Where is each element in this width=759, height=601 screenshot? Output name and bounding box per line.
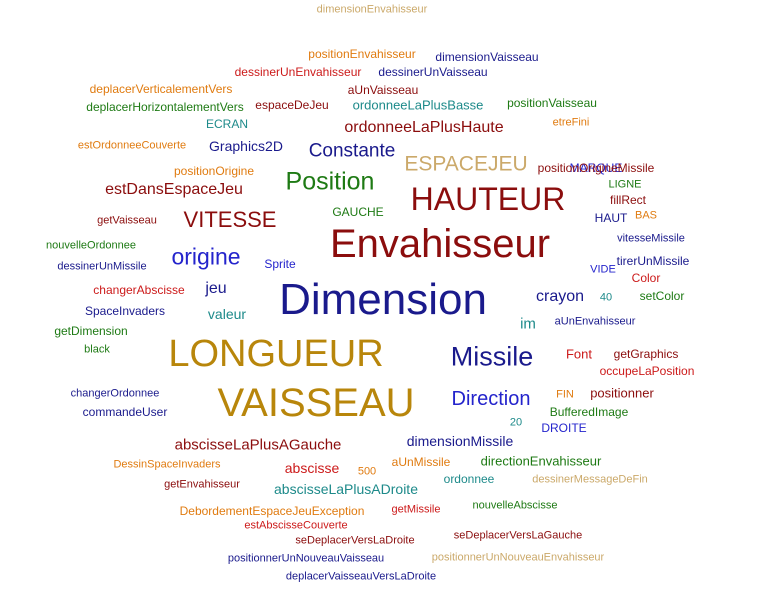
word-gauche: GAUCHE <box>332 205 384 219</box>
word-dessinermessagedefin: dessinerMessageDeFin <box>532 473 648 486</box>
word-etrefini: etreFini <box>552 116 590 129</box>
word-ligne: LIGNE <box>608 178 642 191</box>
word-changerordonnee: changerOrdonnee <box>70 387 160 400</box>
word-constante: Constante <box>308 140 396 162</box>
word-longueur: LONGUEUR <box>168 333 384 375</box>
word-deplacerverticalementvers: deplacerVerticalementVers <box>89 82 233 96</box>
word-position: Position <box>285 167 375 196</box>
word-vitesse: VITESSE <box>183 207 277 232</box>
word-envahisseur: Envahisseur <box>329 222 551 266</box>
word-dessinspaceinvaders: DessinSpaceInvaders <box>113 458 221 471</box>
word-nouvelleordonnee: nouvelleOrdonnee <box>46 239 136 252</box>
word-estordonneecouverte: estOrdonneeCouverte <box>77 139 187 152</box>
word-sprite: Sprite <box>264 257 296 271</box>
word-font: Font <box>565 346 593 362</box>
word-aunvaisseau: aUnVaisseau <box>347 83 419 97</box>
word-jeu: jeu <box>205 280 227 297</box>
word-vide: VIDE <box>590 263 616 276</box>
word-fillrect: fillRect <box>609 193 647 207</box>
word-dimensionvaisseau: dimensionVaisseau <box>435 50 539 64</box>
word-bufferedimage: BufferedImage <box>549 405 629 419</box>
word-ecran: ECRAN <box>205 117 249 131</box>
word-color: Color <box>631 271 661 285</box>
word-espacedejeu: espaceDeJeu <box>255 98 329 112</box>
word-ordonneelaplusbasse: ordonneeLaPlusBasse <box>352 97 484 113</box>
word-marque: MARQUE <box>569 161 623 175</box>
word-estabscissecouverte: estAbscisseCouverte <box>244 519 348 532</box>
word-spaceinvaders: SpaceInvaders <box>84 304 166 318</box>
word-debordementespacejeuexception: DebordementEspaceJeuException <box>179 504 365 518</box>
word-ordonnee: ordonnee <box>443 472 495 486</box>
word-positionvaisseau: positionVaisseau <box>507 96 597 110</box>
word-positionnerunnouveauenvahisseur: positionnerUnNouveauEnvahisseur <box>431 551 605 564</box>
word-dessinerunvaisseau: dessinerUnVaisseau <box>378 65 488 79</box>
word-estdansespacejeu: estDansEspaceJeu <box>105 181 243 198</box>
word-crayon: crayon <box>535 288 585 305</box>
word-ordonneelaplushaute: ordonneeLaPlusHaute <box>344 119 504 136</box>
word-deplacervaisseauversladroite: deplacerVaisseauVersLaDroite <box>285 570 437 583</box>
word-positionenvahisseur: positionEnvahisseur <box>308 47 416 61</box>
word-dimension: Dimension <box>279 275 487 324</box>
word-haut: HAUT <box>594 211 628 225</box>
word-im: im <box>520 315 536 333</box>
word-aunmissile: aUnMissile <box>391 455 451 469</box>
word-deplacerhorizontalementvers: deplacerHorizontalementVers <box>86 100 244 114</box>
word-abscisselaplusadroite: abscisseLaPlusADroite <box>274 481 418 497</box>
word-dessinerunmissile: dessinerUnMissile <box>57 260 147 273</box>
word-40: 40 <box>599 291 613 304</box>
word-direction: Direction <box>451 388 531 410</box>
word-positionner: positionner <box>590 385 654 401</box>
word-valeur: valeur <box>207 306 247 322</box>
word-tirerunmissile: tirerUnMissile <box>616 254 690 268</box>
word-espacejeu: ESPACEJEU <box>404 152 528 176</box>
word-sedeplacerverslagauche: seDeplacerVersLaGauche <box>453 529 583 542</box>
word-dimensionmissile: dimensionMissile <box>406 433 514 449</box>
word-directionenvahisseur: directionEnvahisseur <box>480 453 602 469</box>
word-dessinerunenvahisseur: dessinerUnEnvahisseur <box>234 65 362 79</box>
word-positionoriginemissile: positionOrigineMissile <box>537 161 655 175</box>
word-getmissile: getMissile <box>391 503 441 516</box>
word-occupelaposition: occupeLaPosition <box>599 364 695 378</box>
word-500: 500 <box>357 465 377 478</box>
word-abscisselaplusagauche: abscisseLaPlusAGauche <box>174 436 342 454</box>
word-droite: DROITE <box>541 421 587 435</box>
word-positionnerunnouveauvaisseau: positionnerUnNouveauVaisseau <box>227 552 385 565</box>
word-black: black <box>84 343 110 356</box>
word-fin: FIN <box>556 388 574 401</box>
word-nouvelleabscisse: nouvelleAbscisse <box>472 499 558 512</box>
word-changerabscisse: changerAbscisse <box>93 283 185 297</box>
word-getdimension: getDimension <box>54 324 128 338</box>
word-setcolor: setColor <box>639 289 685 303</box>
word-vitessemissile: vitesseMissile <box>617 232 685 245</box>
word-positionorigine: positionOrigine <box>173 164 255 178</box>
word-vaisseau: VAISSEAU <box>217 381 415 425</box>
word-missile: Missile <box>450 341 534 372</box>
word-20: 20 <box>509 416 523 429</box>
word-abscisse: abscisse <box>284 460 340 476</box>
word-bas: BAS <box>634 209 658 222</box>
word-aunenvahisseur: aUnEnvahisseur <box>554 315 636 328</box>
word-graphics2d: Graphics2D <box>209 138 283 154</box>
word-sedeplacerversladroite: seDeplacerVersLaDroite <box>295 534 415 547</box>
word-getvaisseau: getVaisseau <box>97 214 157 227</box>
word-origine: origine <box>171 243 241 270</box>
word-getgraphics: getGraphics <box>613 347 679 361</box>
word-hauteur: HAUTEUR <box>410 181 566 217</box>
word-getenvahisseur: getEnvahisseur <box>164 478 240 491</box>
word-dimensionenvahisseur: dimensionEnvahisseur <box>316 3 428 16</box>
word-commandeuser: commandeUser <box>82 405 168 419</box>
